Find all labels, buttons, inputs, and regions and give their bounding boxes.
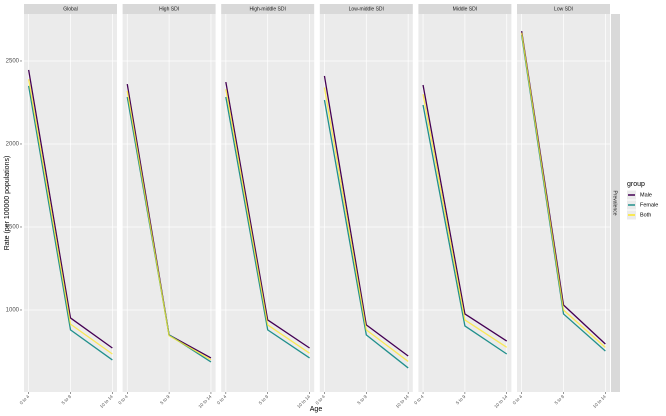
series-line bbox=[225, 89, 310, 354]
x-tick-label: 10 to 14 bbox=[99, 394, 114, 409]
x-tick-label: 5 to 9 bbox=[61, 394, 73, 406]
series-line bbox=[225, 96, 310, 359]
x-axis-title: Age bbox=[310, 406, 323, 413]
strip-right-bg bbox=[611, 14, 620, 392]
x-tick-label: 10 to 14 bbox=[592, 394, 607, 409]
x-tick-label: 10 to 14 bbox=[493, 394, 508, 409]
x-tick-label: 5 to 9 bbox=[554, 394, 566, 406]
x-tick-label: 5 to 9 bbox=[258, 394, 270, 406]
x-tick-label: 10 to 14 bbox=[395, 394, 410, 409]
series-line bbox=[422, 104, 508, 355]
strip-bg bbox=[418, 4, 512, 14]
strip-label: High-middle SDI bbox=[249, 6, 285, 12]
x-tick-label: 0 to 4 bbox=[117, 394, 129, 406]
strip-label: Global bbox=[63, 6, 77, 12]
y-tick-label: 2000 bbox=[6, 142, 20, 148]
x-tick-label: 0 to 4 bbox=[216, 394, 228, 406]
series-line bbox=[323, 87, 409, 362]
legend-label: Female bbox=[640, 202, 658, 208]
legend-label: Male bbox=[640, 192, 652, 198]
series-line bbox=[28, 79, 113, 355]
y-axis-title: Rate (per 100000 populations) bbox=[4, 156, 11, 251]
strip-label: High SDI bbox=[159, 6, 179, 12]
x-tick-label: 5 to 9 bbox=[159, 394, 171, 406]
series-line bbox=[422, 94, 508, 348]
strip-bg bbox=[221, 4, 315, 14]
x-tick-label: 5 to 9 bbox=[455, 394, 467, 406]
series-line bbox=[225, 81, 310, 349]
strip-label: Low-middle SDI bbox=[349, 6, 384, 12]
x-tick-label: 0 to 4 bbox=[413, 394, 425, 406]
strip-bg bbox=[517, 4, 610, 14]
strip-bg bbox=[24, 4, 117, 14]
x-tick-label: 10 to 14 bbox=[197, 394, 212, 409]
y-tick-label: 2500 bbox=[6, 59, 20, 65]
series-line bbox=[28, 85, 113, 361]
y-tick-label: 1500 bbox=[6, 225, 20, 231]
series-line bbox=[521, 32, 606, 348]
strip-bg bbox=[122, 4, 216, 14]
strip-label: Middle SDI bbox=[453, 6, 477, 12]
legend-label: Both bbox=[640, 212, 651, 218]
series-line bbox=[323, 99, 409, 369]
strip-right-label: Prevalence bbox=[612, 190, 618, 215]
x-tick-label: 0 to 4 bbox=[19, 394, 31, 406]
series-line bbox=[126, 90, 212, 361]
strip-bg bbox=[319, 4, 413, 14]
strip-label: Low SDI bbox=[554, 6, 573, 12]
x-tick-label: 0 to 4 bbox=[512, 394, 524, 406]
legend-title: group bbox=[627, 181, 645, 188]
series-line bbox=[28, 69, 113, 349]
x-tick-label: 0 to 4 bbox=[314, 394, 326, 406]
series-line bbox=[422, 84, 508, 342]
series-line bbox=[323, 75, 409, 357]
y-tick-label: 1000 bbox=[6, 308, 20, 314]
x-tick-label: 5 to 9 bbox=[356, 394, 368, 406]
